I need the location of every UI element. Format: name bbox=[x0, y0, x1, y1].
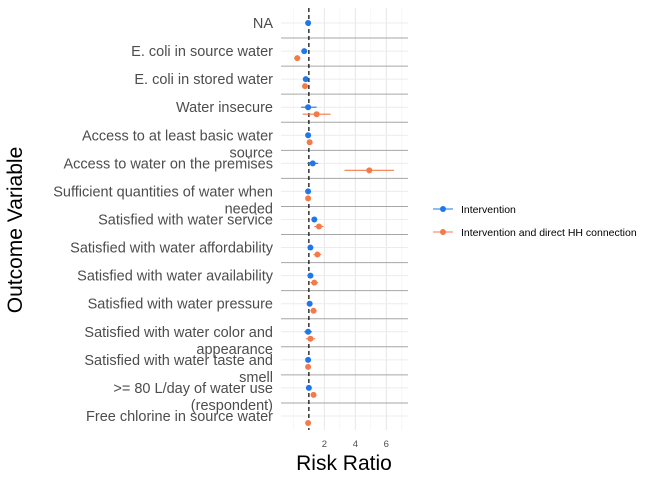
estimate-point bbox=[311, 216, 318, 223]
estimate-point bbox=[309, 160, 316, 167]
estimate-point bbox=[294, 55, 301, 62]
estimate-point bbox=[305, 20, 312, 26]
y-tick-label: Sufficient quantities of water when neede… bbox=[53, 184, 273, 217]
y-tick-label: Access to water on the premises bbox=[63, 156, 273, 172]
estimate-point bbox=[315, 223, 322, 230]
estimate-point bbox=[311, 279, 318, 286]
estimate-point bbox=[305, 188, 312, 195]
estimate-point bbox=[305, 356, 312, 363]
grid-lines bbox=[281, 8, 408, 430]
estimate-point bbox=[307, 335, 314, 342]
y-axis-title: Outcome Variable bbox=[4, 147, 27, 314]
legend-label: Intervention and direct HH connection bbox=[461, 227, 637, 239]
estimate-point bbox=[313, 111, 320, 118]
estimate-point bbox=[305, 104, 312, 111]
y-tick-labels: NA E. coli in source water E. coli in stor… bbox=[53, 16, 274, 425]
estimate-point bbox=[310, 307, 317, 314]
y-tick-label: Satisfied with water color and appearance bbox=[84, 325, 273, 358]
legend-key-point bbox=[440, 206, 446, 212]
x-tick-labels: 2 4 6 bbox=[322, 439, 389, 450]
y-tick-label: Satisfied with water taste and smell bbox=[84, 353, 273, 386]
estimate-point bbox=[310, 391, 317, 398]
estimate-point bbox=[366, 167, 373, 174]
y-tick-label: Free chlorine in source water bbox=[86, 409, 273, 425]
y-tick-label: >= 80 L/day of water use (respondent) bbox=[113, 381, 273, 414]
estimate-point bbox=[305, 419, 312, 426]
estimate-point bbox=[305, 195, 312, 202]
x-axis-title: Risk Ratio bbox=[296, 452, 392, 475]
y-tick-label: Satisfied with water service bbox=[98, 212, 273, 228]
x-tick-label: 4 bbox=[353, 439, 358, 450]
estimate-point bbox=[305, 328, 312, 335]
y-tick-label: Satisfied with water availability bbox=[77, 269, 274, 285]
y-tick-label: Satisfied with water pressure bbox=[88, 297, 273, 313]
legend: Intervention Intervention and direct HH c… bbox=[433, 204, 637, 239]
estimate-point bbox=[302, 76, 309, 83]
estimate-point bbox=[306, 139, 313, 146]
x-tick-label: 2 bbox=[322, 439, 327, 450]
estimate-point bbox=[307, 244, 314, 251]
y-tick-label: E. coli in source water bbox=[131, 44, 273, 60]
estimate-point bbox=[305, 132, 312, 139]
x-tick-label: 6 bbox=[384, 439, 389, 450]
estimate-point bbox=[306, 300, 313, 307]
estimate-marks bbox=[294, 20, 395, 426]
legend-key-point bbox=[440, 229, 446, 235]
estimate-point bbox=[305, 384, 312, 391]
estimate-point bbox=[314, 251, 321, 258]
estimate-point bbox=[301, 48, 308, 55]
y-tick-label: Access to at least basic water source bbox=[82, 128, 273, 161]
estimate-point bbox=[305, 363, 312, 370]
row-separator-lines bbox=[281, 37, 408, 404]
legend-label: Intervention bbox=[461, 204, 516, 216]
estimate-point bbox=[307, 272, 314, 279]
estimate-point bbox=[302, 83, 309, 90]
y-tick-label: NA bbox=[253, 16, 273, 32]
y-tick-label: E. coli in stored water bbox=[134, 72, 273, 88]
y-tick-label: Water insecure bbox=[176, 100, 273, 116]
y-tick-label: Satisfied with water affordability bbox=[70, 241, 274, 257]
